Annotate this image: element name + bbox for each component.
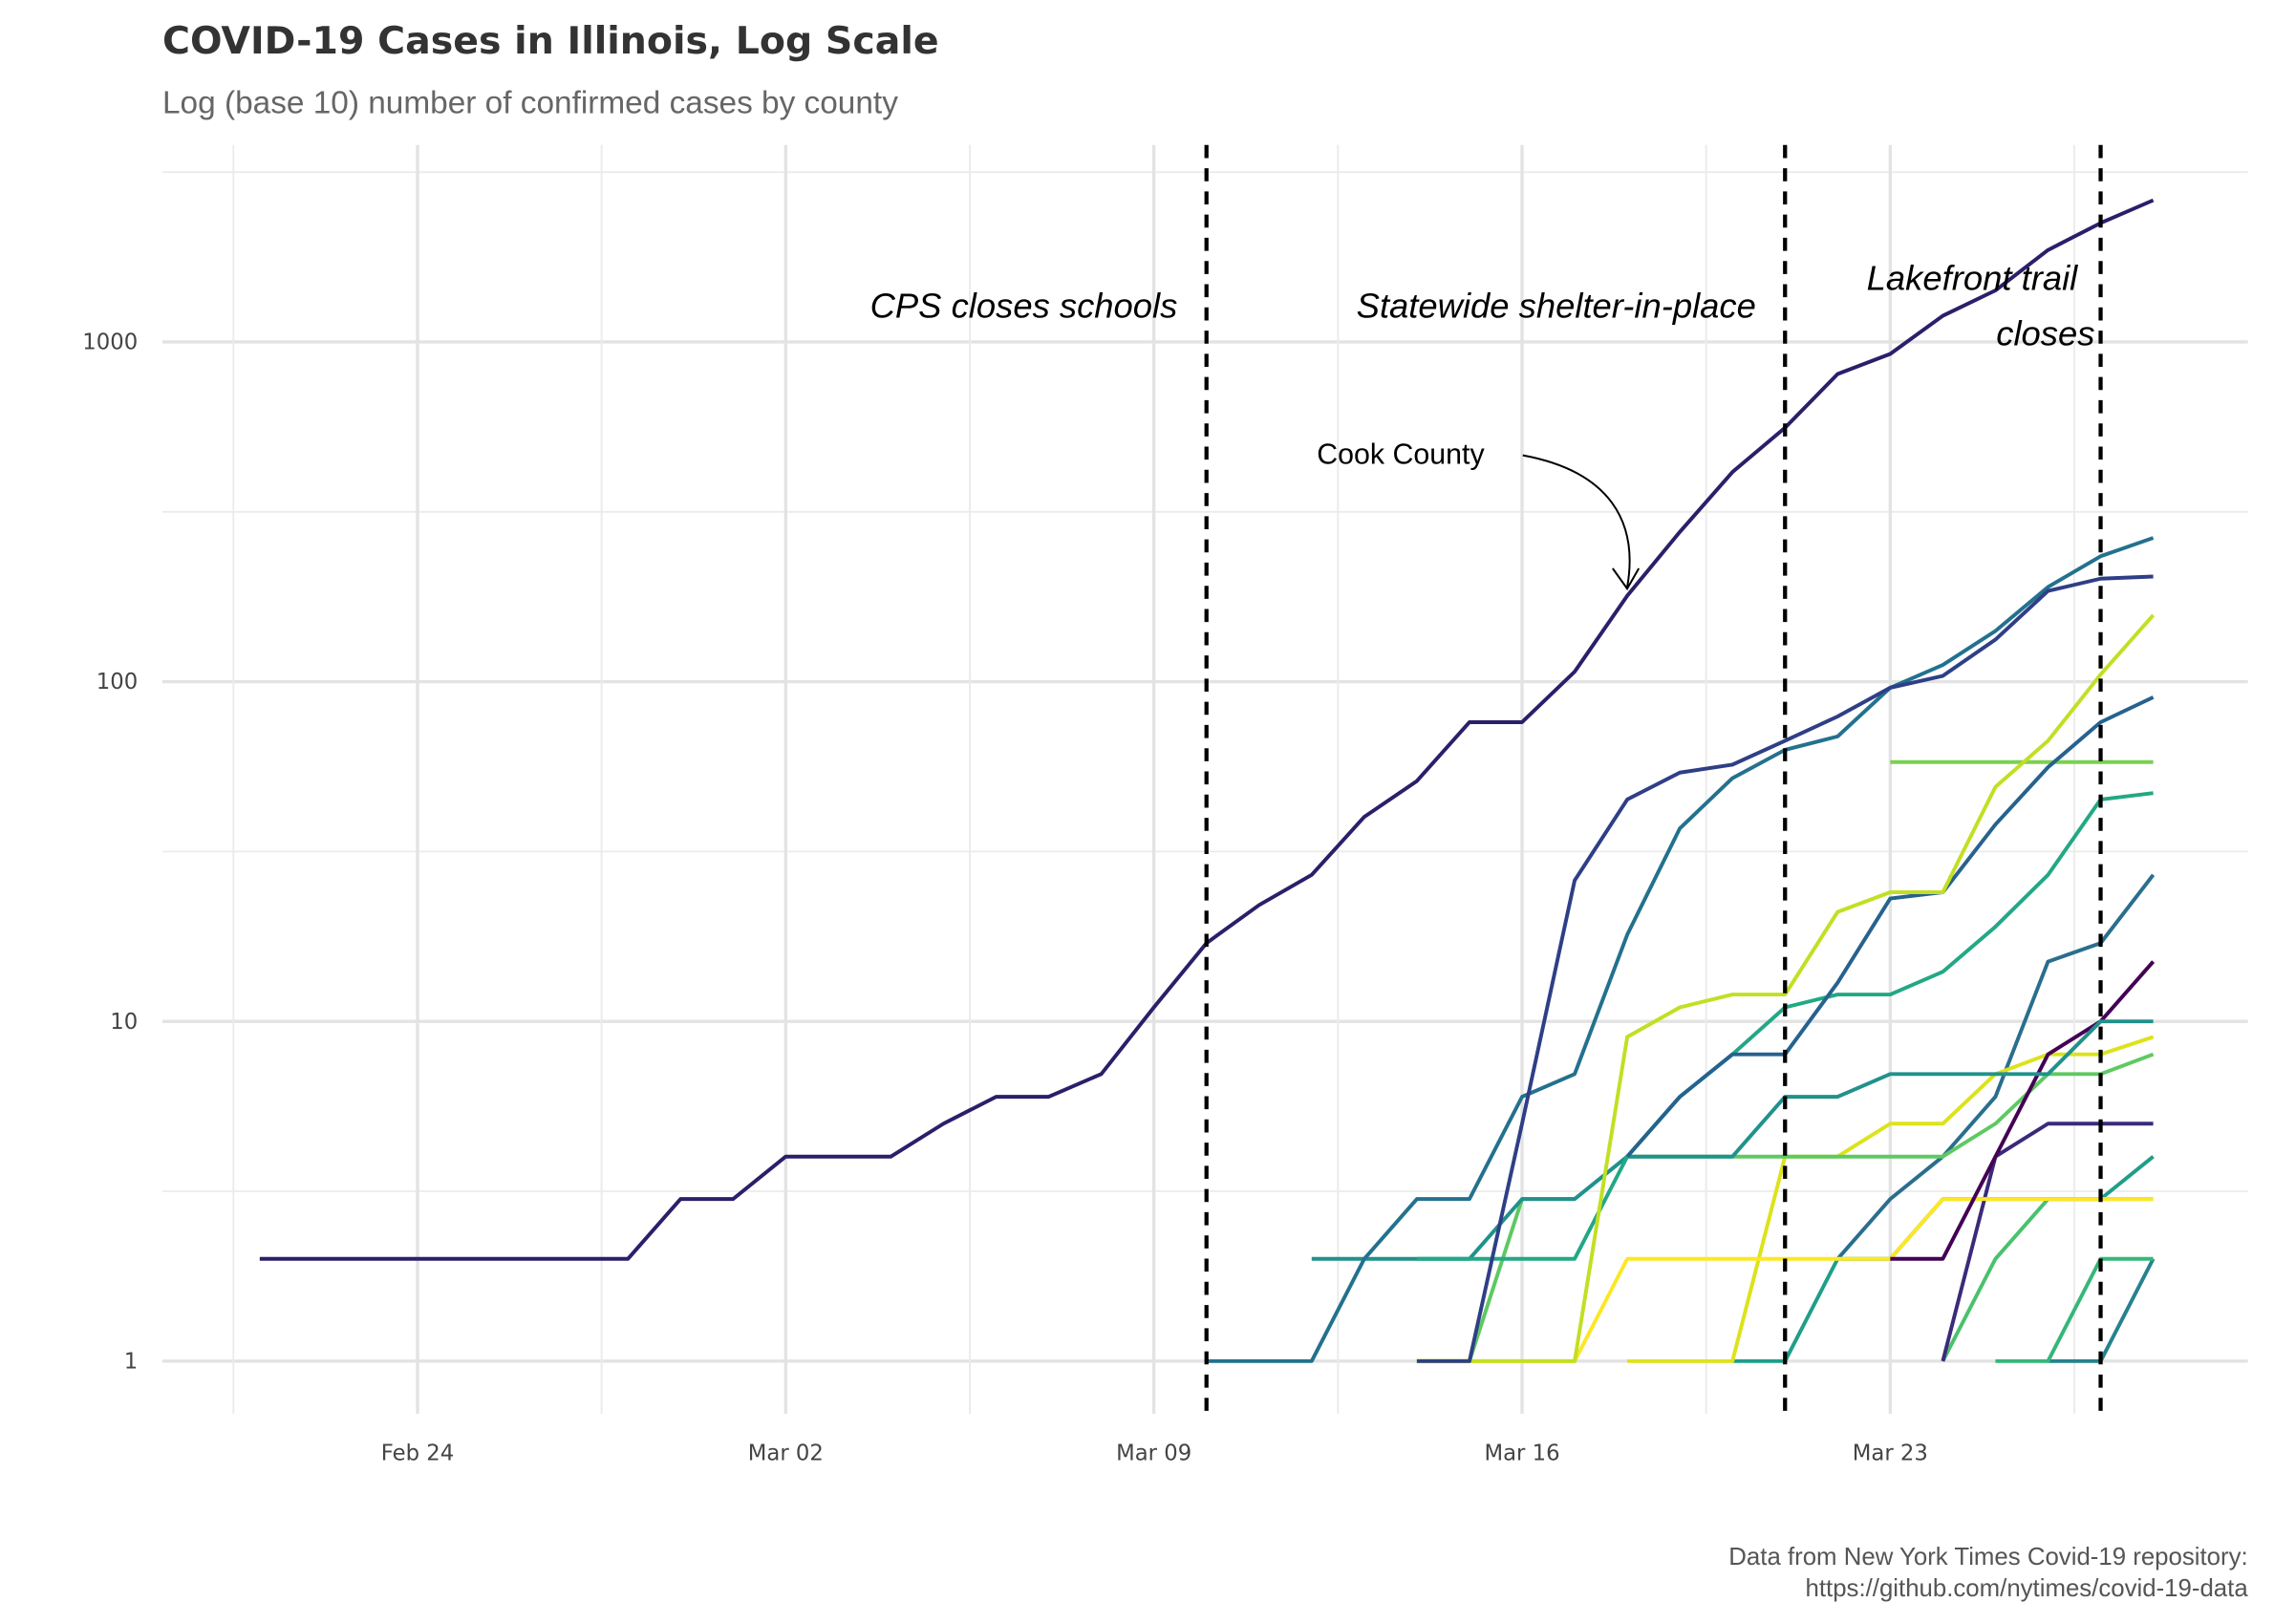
series-line [1995,1256,2154,1363]
series-line [1835,873,2156,1261]
caption: Data from New York Times Covid-19 reposi… [1728,1544,2247,1571]
series-line [1941,1197,2154,1362]
event-label: Lakefront trail [1867,259,2078,298]
x-tick-label: Mar 02 [748,1441,824,1465]
x-tick-label: Feb 24 [381,1441,454,1465]
series-line [1416,574,2154,1363]
series-line [1416,613,2156,1363]
series-line [1941,1122,2154,1362]
y-tick-label: 100 [97,670,138,694]
series-line [1206,536,2155,1363]
annotation-label: Cook County [1317,439,1485,471]
x-tick-label: Mar 09 [1116,1441,1191,1465]
chart-subtitle: Log (base 10) number of confirmed cases … [162,85,898,120]
x-tick-label: Mar 23 [1853,1441,1928,1465]
event-label: Statewide shelter-in-place [1357,286,1756,325]
event-label: closes [1996,313,2094,353]
chart-title: COVID-19 Cases in Illinois, Log Scale [162,19,939,63]
y-tick-label: 1000 [82,331,138,355]
y-tick-label: 10 [110,1010,138,1035]
caption: https://github.com/nytimes/covid-19-data [1806,1575,2249,1602]
series-line [1890,960,2156,1261]
annotation-arrow [1522,454,1641,591]
y-tick-label: 1 [124,1349,138,1374]
x-tick-label: Mar 16 [1484,1441,1559,1465]
series-line [1416,791,2154,1261]
series-line [1625,695,2155,1159]
event-label: CPS closes schools [870,286,1178,325]
